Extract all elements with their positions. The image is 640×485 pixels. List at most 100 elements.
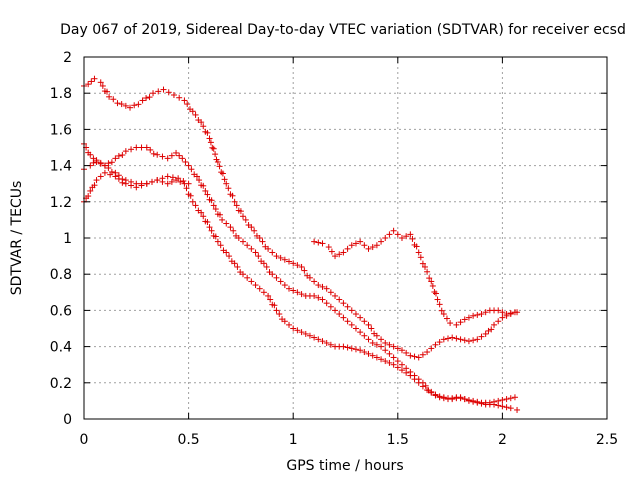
data-point <box>365 350 372 357</box>
data-point <box>514 406 521 413</box>
data-point <box>143 180 150 187</box>
data-point <box>365 336 372 343</box>
data-point <box>184 101 191 108</box>
data-point <box>507 405 514 412</box>
data-point <box>97 173 104 180</box>
data-point <box>85 193 92 200</box>
data-point <box>179 155 186 162</box>
data-point <box>319 240 326 247</box>
data-point <box>216 211 223 218</box>
data-point <box>189 108 196 115</box>
data-point <box>248 224 255 231</box>
data-point <box>386 359 393 366</box>
data-point <box>445 335 452 342</box>
data-point <box>336 251 343 258</box>
data-point <box>503 311 510 318</box>
x-tick-label: 2 <box>498 432 507 448</box>
data-point <box>357 238 364 245</box>
data-point <box>223 180 230 187</box>
data-point <box>328 248 335 255</box>
data-point <box>432 392 439 399</box>
data-point <box>101 162 108 169</box>
data-point <box>336 311 343 318</box>
data-point <box>301 267 308 274</box>
data-point <box>357 314 364 321</box>
grid-layer <box>84 57 607 419</box>
data-point <box>348 345 355 352</box>
data-point <box>319 338 326 345</box>
data-point <box>170 92 177 99</box>
data-point <box>340 343 347 350</box>
y-tick-label: 2 <box>63 50 72 66</box>
data-point <box>277 278 284 285</box>
data-point <box>150 150 157 157</box>
data-point <box>90 159 97 166</box>
data-point <box>85 81 92 88</box>
data-point <box>417 254 424 261</box>
data-point <box>348 242 355 249</box>
data-point <box>419 260 426 267</box>
data-point <box>507 310 514 317</box>
data-point <box>259 238 266 245</box>
data-point <box>237 208 244 215</box>
data-point <box>164 180 171 187</box>
data-point <box>390 343 397 350</box>
data-point <box>148 178 155 185</box>
data-point <box>206 224 213 231</box>
data-point <box>175 175 182 182</box>
data-point <box>449 396 456 403</box>
data-point <box>229 192 236 199</box>
data-point <box>168 152 175 159</box>
data-point <box>495 402 502 409</box>
data-point <box>88 78 95 85</box>
data-point <box>431 288 438 295</box>
data-point <box>110 96 117 103</box>
data-point <box>273 307 280 314</box>
data-point <box>382 235 389 241</box>
data-point <box>306 332 313 339</box>
data-point <box>407 352 414 359</box>
data-point <box>361 349 368 356</box>
data-point <box>87 187 94 194</box>
data-point <box>323 300 330 307</box>
data-point <box>445 395 452 402</box>
data-point <box>340 300 347 307</box>
data-point <box>91 182 98 189</box>
data-point <box>465 338 472 345</box>
data-point <box>252 282 259 289</box>
data-point <box>212 206 219 213</box>
data-point <box>196 177 203 184</box>
data-point <box>461 316 468 323</box>
data-point <box>154 151 161 158</box>
data-point <box>407 372 414 379</box>
data-point <box>87 151 94 158</box>
data-point <box>200 213 207 220</box>
data-point <box>231 260 238 267</box>
data-point <box>277 254 284 261</box>
data-point <box>187 192 194 199</box>
data-point <box>104 88 111 95</box>
data-point <box>415 379 422 386</box>
data-point <box>188 166 195 173</box>
data-point <box>146 94 153 101</box>
data-point <box>91 75 98 82</box>
data-point <box>491 321 498 328</box>
data-point <box>499 403 506 410</box>
data-point <box>453 321 460 328</box>
data-point <box>112 173 119 180</box>
data-point <box>378 356 385 363</box>
x-tick-label: 0.5 <box>177 432 199 448</box>
data-point <box>281 256 288 263</box>
y-tick-label: 0.2 <box>50 376 72 392</box>
data-point <box>382 358 389 365</box>
data-point <box>315 282 322 289</box>
data-point <box>204 191 211 198</box>
data-point <box>378 336 385 343</box>
data-point <box>239 213 246 220</box>
y-axis-label: SDTVAR / TECUs <box>9 181 25 296</box>
data-point <box>398 347 405 354</box>
data-point <box>122 102 129 109</box>
data-point <box>233 202 240 209</box>
data-point <box>256 285 263 292</box>
data-point <box>244 274 251 281</box>
